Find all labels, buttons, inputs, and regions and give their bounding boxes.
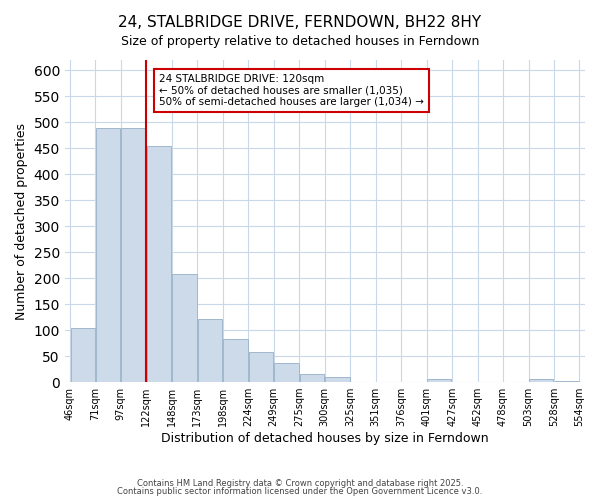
Bar bbox=[554, 380, 579, 382]
Text: Contains HM Land Registry data © Crown copyright and database right 2025.: Contains HM Land Registry data © Crown c… bbox=[137, 478, 463, 488]
Bar bbox=[96, 128, 120, 382]
Bar bbox=[325, 377, 350, 382]
Text: 24, STALBRIDGE DRIVE, FERNDOWN, BH22 8HY: 24, STALBRIDGE DRIVE, FERNDOWN, BH22 8HY bbox=[118, 15, 482, 30]
Y-axis label: Number of detached properties: Number of detached properties bbox=[15, 122, 28, 320]
Text: Contains public sector information licensed under the Open Government Licence v3: Contains public sector information licen… bbox=[118, 487, 482, 496]
Bar bbox=[249, 352, 273, 382]
Bar bbox=[147, 146, 171, 382]
Bar bbox=[198, 318, 222, 382]
X-axis label: Distribution of detached houses by size in Ferndown: Distribution of detached houses by size … bbox=[161, 432, 488, 445]
Bar bbox=[300, 374, 324, 382]
Text: 24 STALBRIDGE DRIVE: 120sqm
← 50% of detached houses are smaller (1,035)
50% of : 24 STALBRIDGE DRIVE: 120sqm ← 50% of det… bbox=[159, 74, 424, 107]
Bar bbox=[274, 363, 299, 382]
Bar bbox=[529, 380, 553, 382]
Text: Size of property relative to detached houses in Ferndown: Size of property relative to detached ho… bbox=[121, 35, 479, 48]
Bar bbox=[223, 339, 248, 382]
Bar bbox=[427, 380, 451, 382]
Bar bbox=[71, 328, 95, 382]
Bar bbox=[121, 128, 146, 382]
Bar bbox=[172, 274, 197, 382]
